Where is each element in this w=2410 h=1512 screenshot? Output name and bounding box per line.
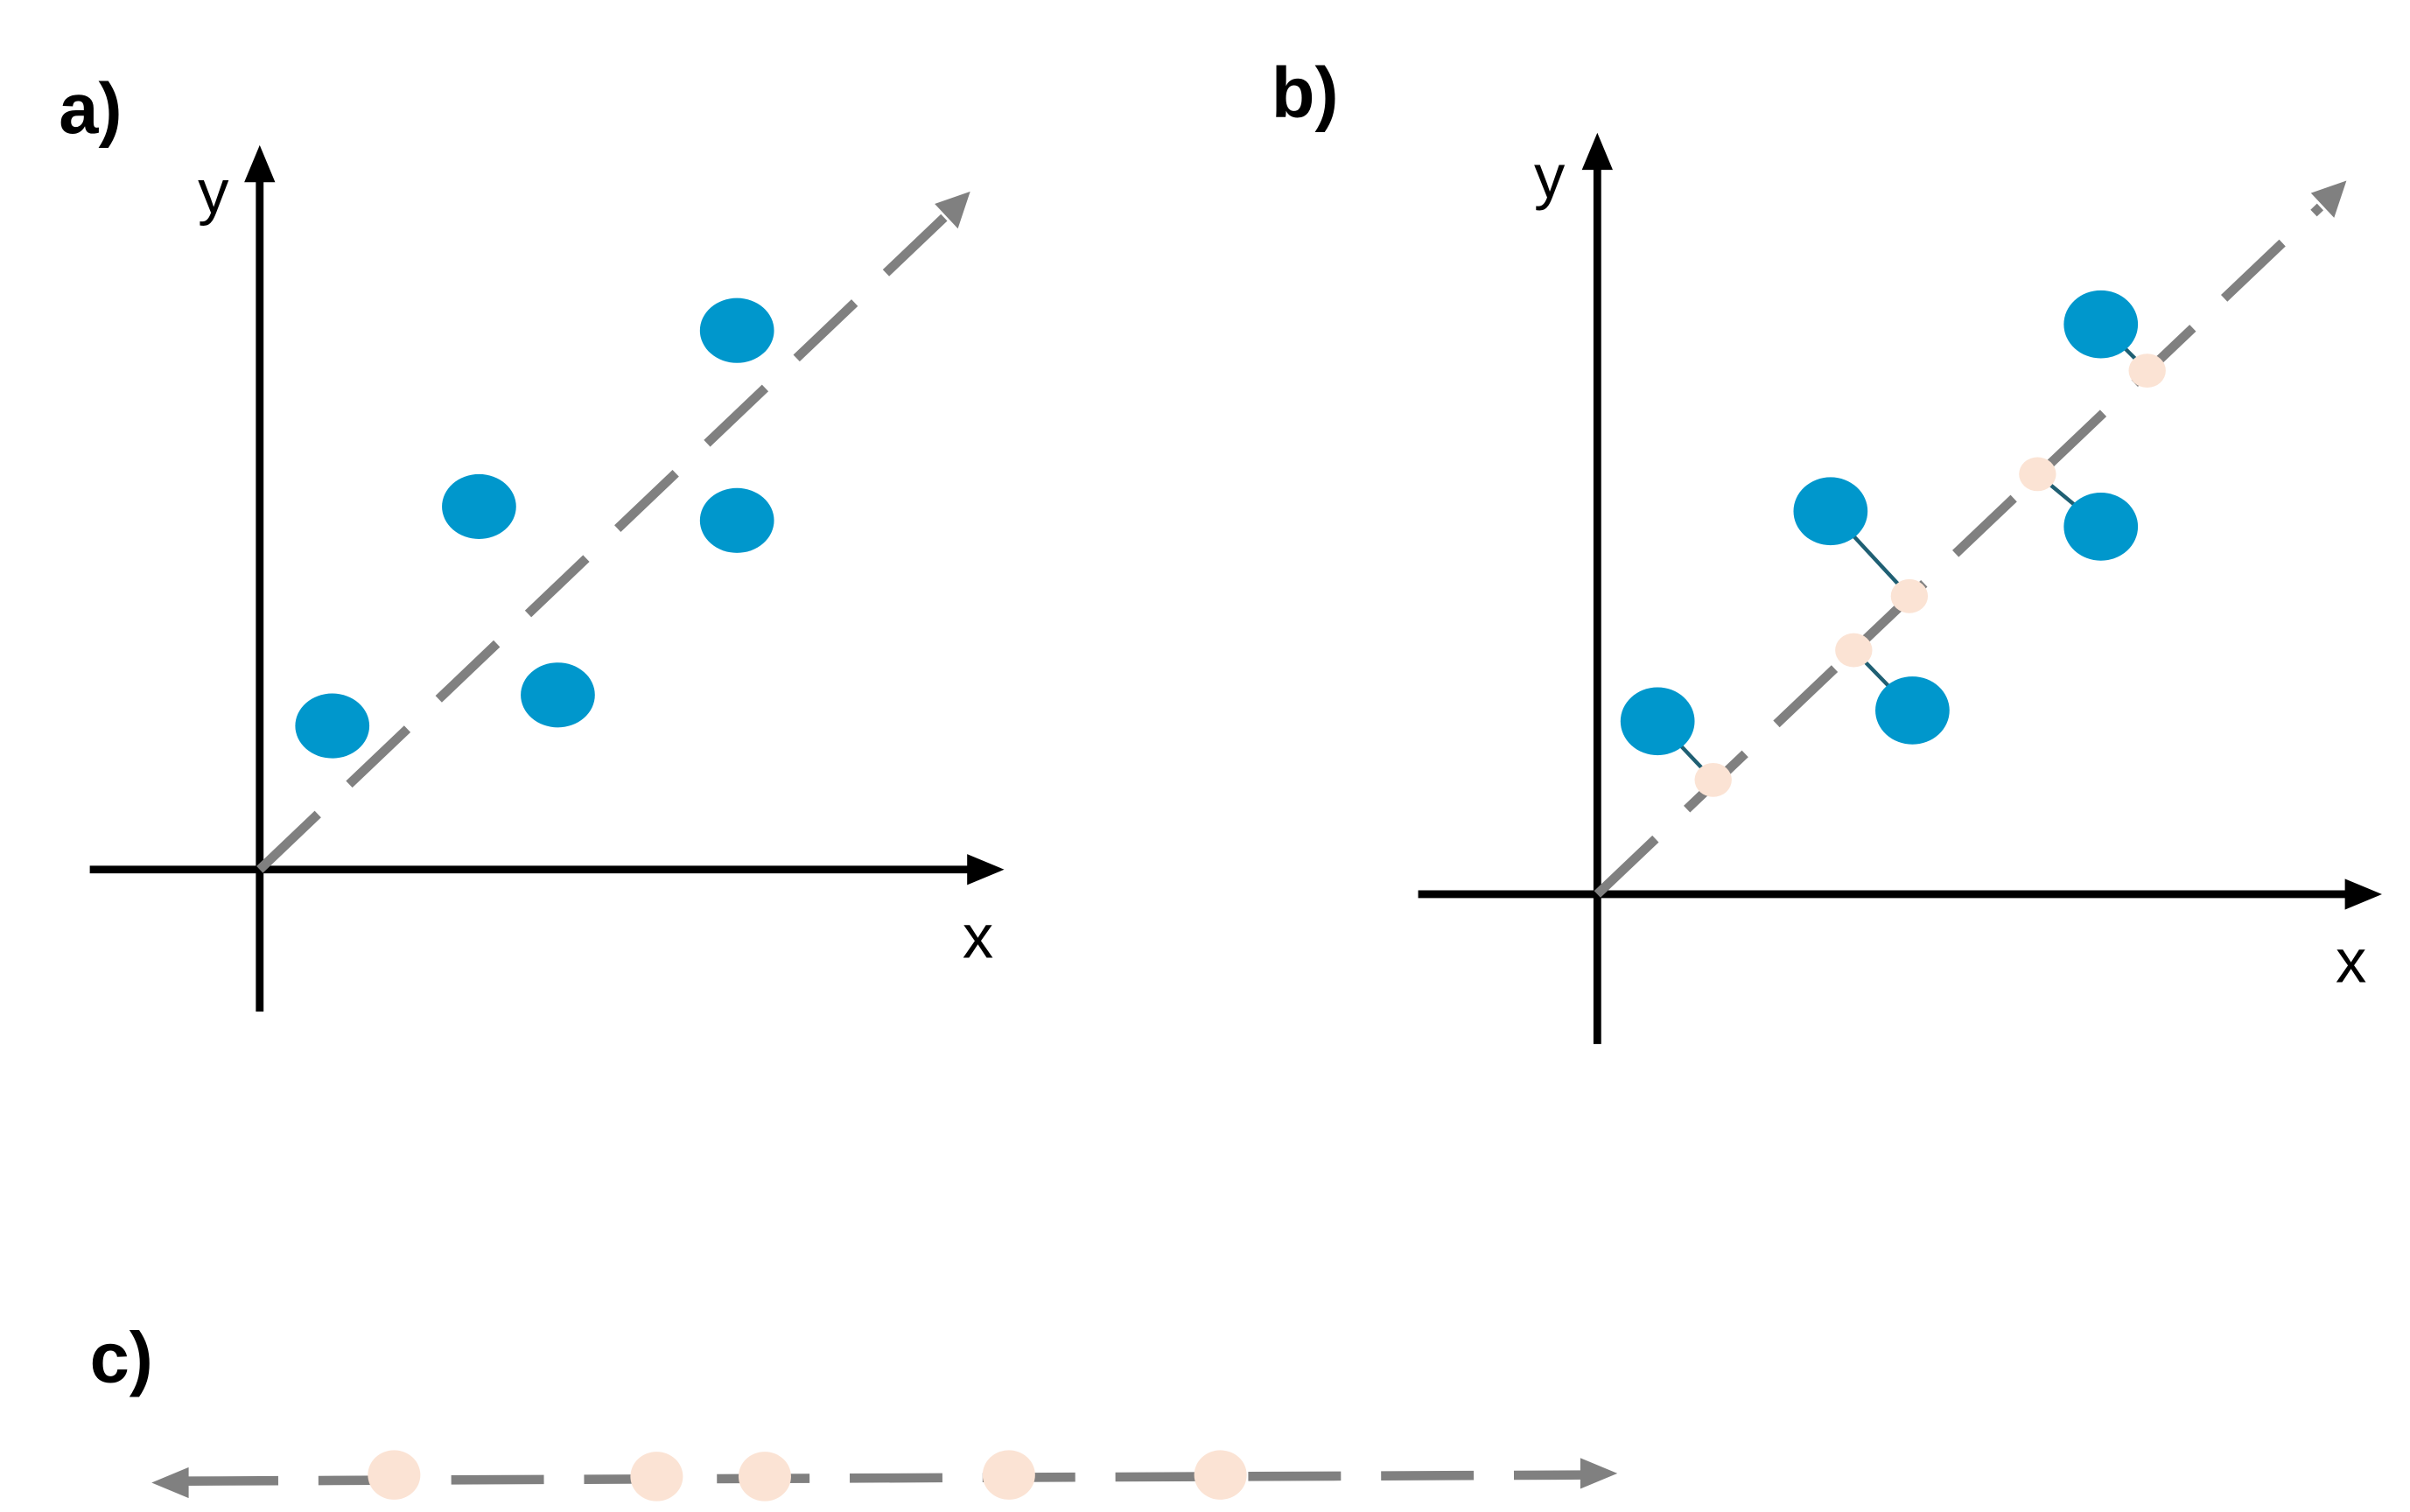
x-axis-label: x: [2336, 927, 2366, 996]
projected-point: [1194, 1450, 1247, 1500]
panel-label: c): [90, 1320, 153, 1398]
projected-point: [982, 1450, 1035, 1500]
projected-point: [2128, 354, 2166, 388]
y-axis-label: y: [1534, 142, 1566, 211]
x-axis-label: x: [963, 901, 993, 970]
projected-point: [2019, 457, 2056, 492]
data-point: [1875, 676, 1950, 745]
projected-point: [738, 1452, 791, 1502]
data-point: [2063, 493, 2139, 561]
arrowhead: [2310, 180, 2347, 218]
projection-axis: [186, 1470, 1584, 1486]
data-point: [521, 662, 595, 728]
data-point: [2063, 290, 2139, 359]
data-point: [442, 473, 516, 540]
principal-axis: [256, 213, 949, 873]
data-point: [1793, 477, 1868, 546]
panel-c: c): [90, 1320, 1618, 1502]
arrowhead: [967, 854, 1005, 886]
projected-point: [1694, 762, 1732, 797]
data-point: [295, 693, 370, 759]
panel-label: b): [1272, 54, 1339, 133]
panel-b: b) y x: [1272, 54, 2382, 1045]
arrowhead: [1580, 1458, 1618, 1489]
data-point: [699, 298, 774, 363]
panel-label: a): [59, 70, 122, 149]
arrowhead: [244, 144, 276, 183]
projected-point: [1835, 633, 1873, 668]
projected-point: [368, 1450, 421, 1500]
y-axis-label: y: [198, 158, 229, 227]
panel-a: a) y x: [59, 70, 1005, 1012]
data-point: [699, 487, 774, 553]
projected-point: [1890, 578, 1929, 613]
arrowhead: [2344, 878, 2382, 910]
arrowhead: [935, 191, 970, 229]
data-point: [1620, 687, 1695, 756]
projected-point: [630, 1452, 683, 1502]
arrowhead: [151, 1466, 189, 1499]
arrowhead: [1581, 132, 1613, 171]
